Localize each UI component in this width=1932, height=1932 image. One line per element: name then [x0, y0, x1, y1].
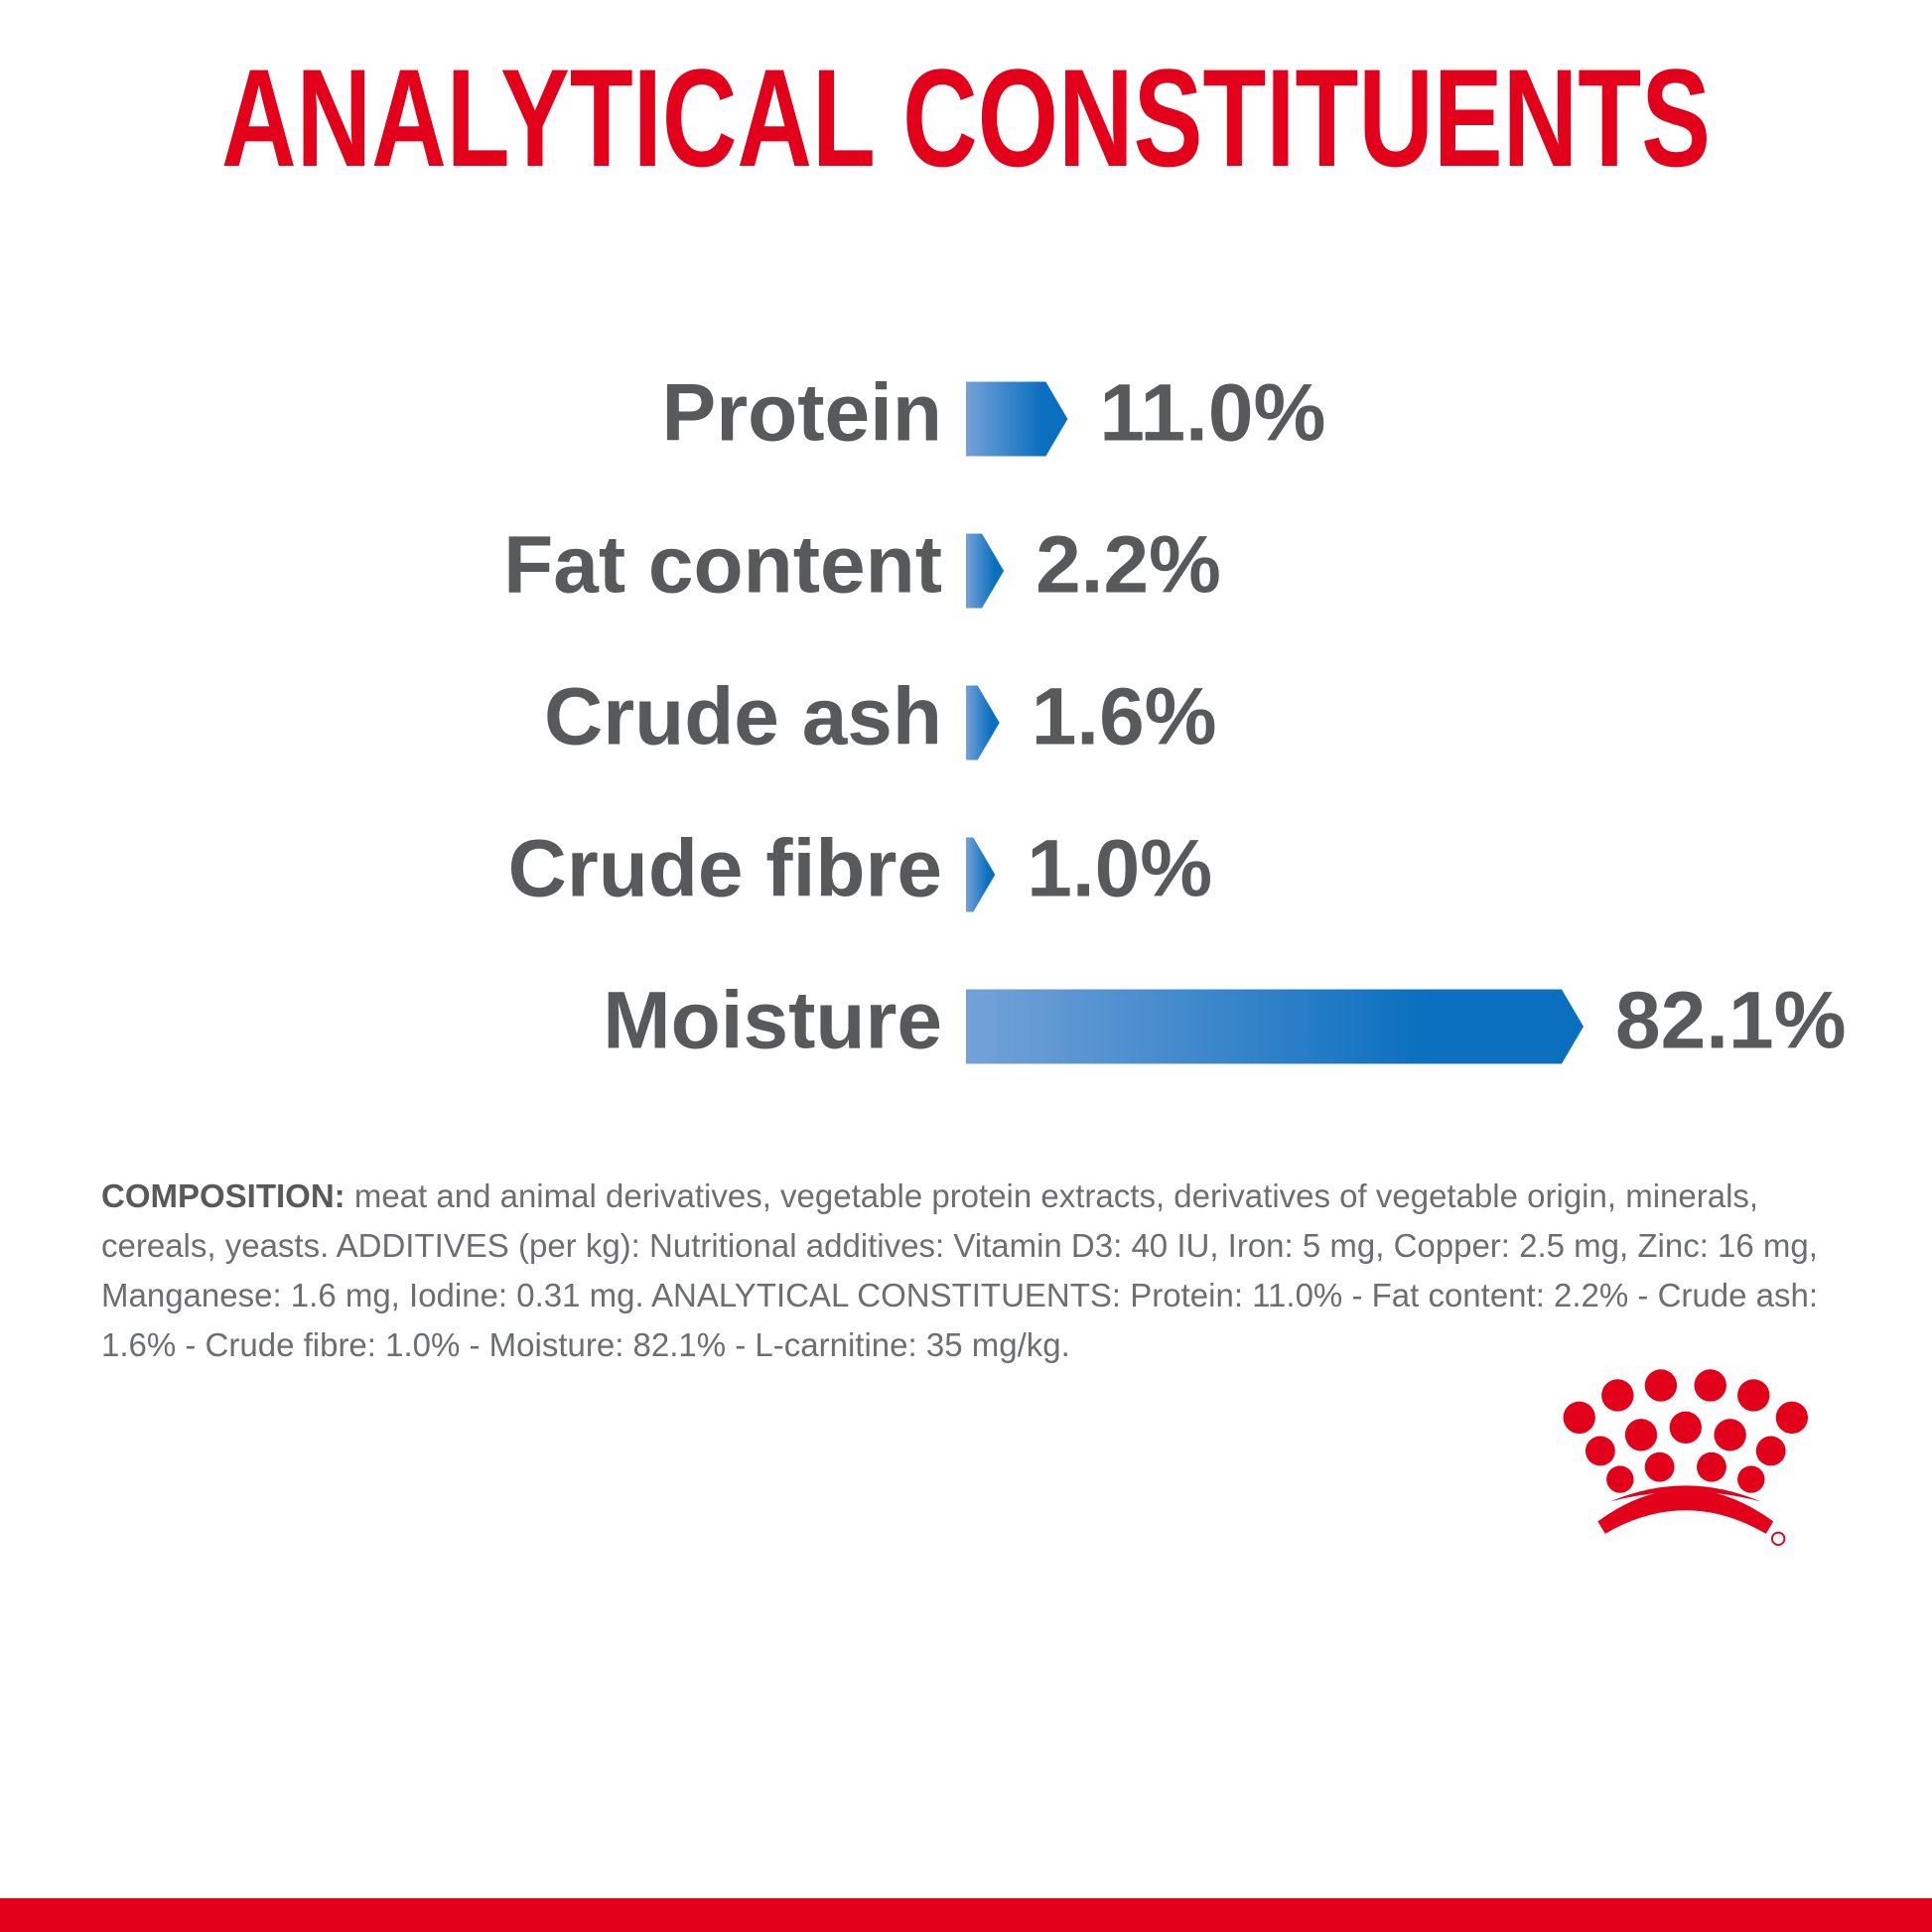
composition: COMPOSITION: meat and animal derivatives… — [101, 1172, 1829, 1370]
composition-text: meat and animal derivatives, vegetable p… — [101, 1177, 1819, 1363]
category-label: Fat content — [503, 520, 942, 611]
category-label: Protein — [662, 368, 942, 459]
footer-bar — [0, 1898, 1932, 1932]
category-label: Crude ash — [544, 672, 942, 762]
bar — [966, 837, 996, 912]
value-label: 11.0% — [1099, 368, 1325, 459]
value-label: 1.0% — [1027, 824, 1212, 914]
bar — [966, 381, 1068, 457]
bar — [966, 989, 1584, 1064]
category-label: Moisture — [603, 976, 942, 1066]
value-label: 82.1% — [1615, 976, 1847, 1066]
logo — [1563, 1369, 1809, 1547]
value-label: 2.2% — [1035, 520, 1221, 611]
value-label: 1.6% — [1032, 672, 1217, 762]
bar — [966, 533, 1005, 609]
bar — [966, 685, 1000, 760]
chart-title: ANALYTICAL CONSTITUENTS — [221, 40, 1711, 196]
category-label: Crude fibre — [508, 824, 942, 914]
composition-label: COMPOSITION: — [101, 1177, 345, 1214]
